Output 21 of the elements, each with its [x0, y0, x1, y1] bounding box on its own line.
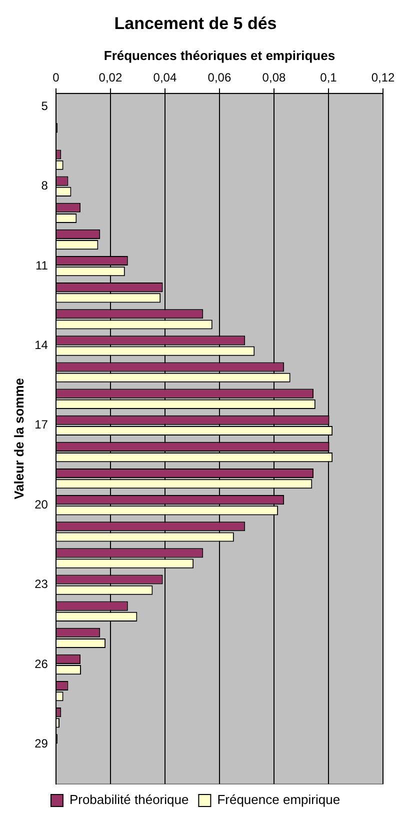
- legend-label: Fréquence empirique: [217, 792, 340, 808]
- y-tick-label: 20: [34, 497, 48, 512]
- x-axis-title: Fréquences théoriques et empiriques: [104, 48, 336, 63]
- y-tick-label: 5: [41, 98, 48, 113]
- x-tick-label: 0,08: [262, 70, 286, 85]
- x-tick-label: 0,1: [320, 70, 338, 85]
- y-tick-label: 8: [41, 178, 48, 193]
- y-axis-title: Valeur de la somme: [11, 378, 26, 500]
- y-tick-label: 23: [34, 577, 48, 592]
- x-tick-label: 0: [52, 70, 60, 85]
- y-tick-label: 29: [34, 736, 48, 750]
- x-tick-label: 0,04: [153, 70, 177, 85]
- y-tick-label: 14: [34, 338, 48, 352]
- x-tick-label: 0,02: [98, 70, 122, 85]
- x-tick-label: 0,12: [371, 70, 395, 85]
- y-tick-label: 26: [34, 656, 48, 671]
- legend-label: Probabilité théorique: [69, 792, 189, 808]
- chart-title: Lancement de 5 dés: [114, 14, 277, 33]
- y-tick-label: 11: [35, 258, 48, 272]
- x-tick-label: 0,06: [208, 70, 232, 85]
- y-tick-label: 17: [34, 418, 48, 432]
